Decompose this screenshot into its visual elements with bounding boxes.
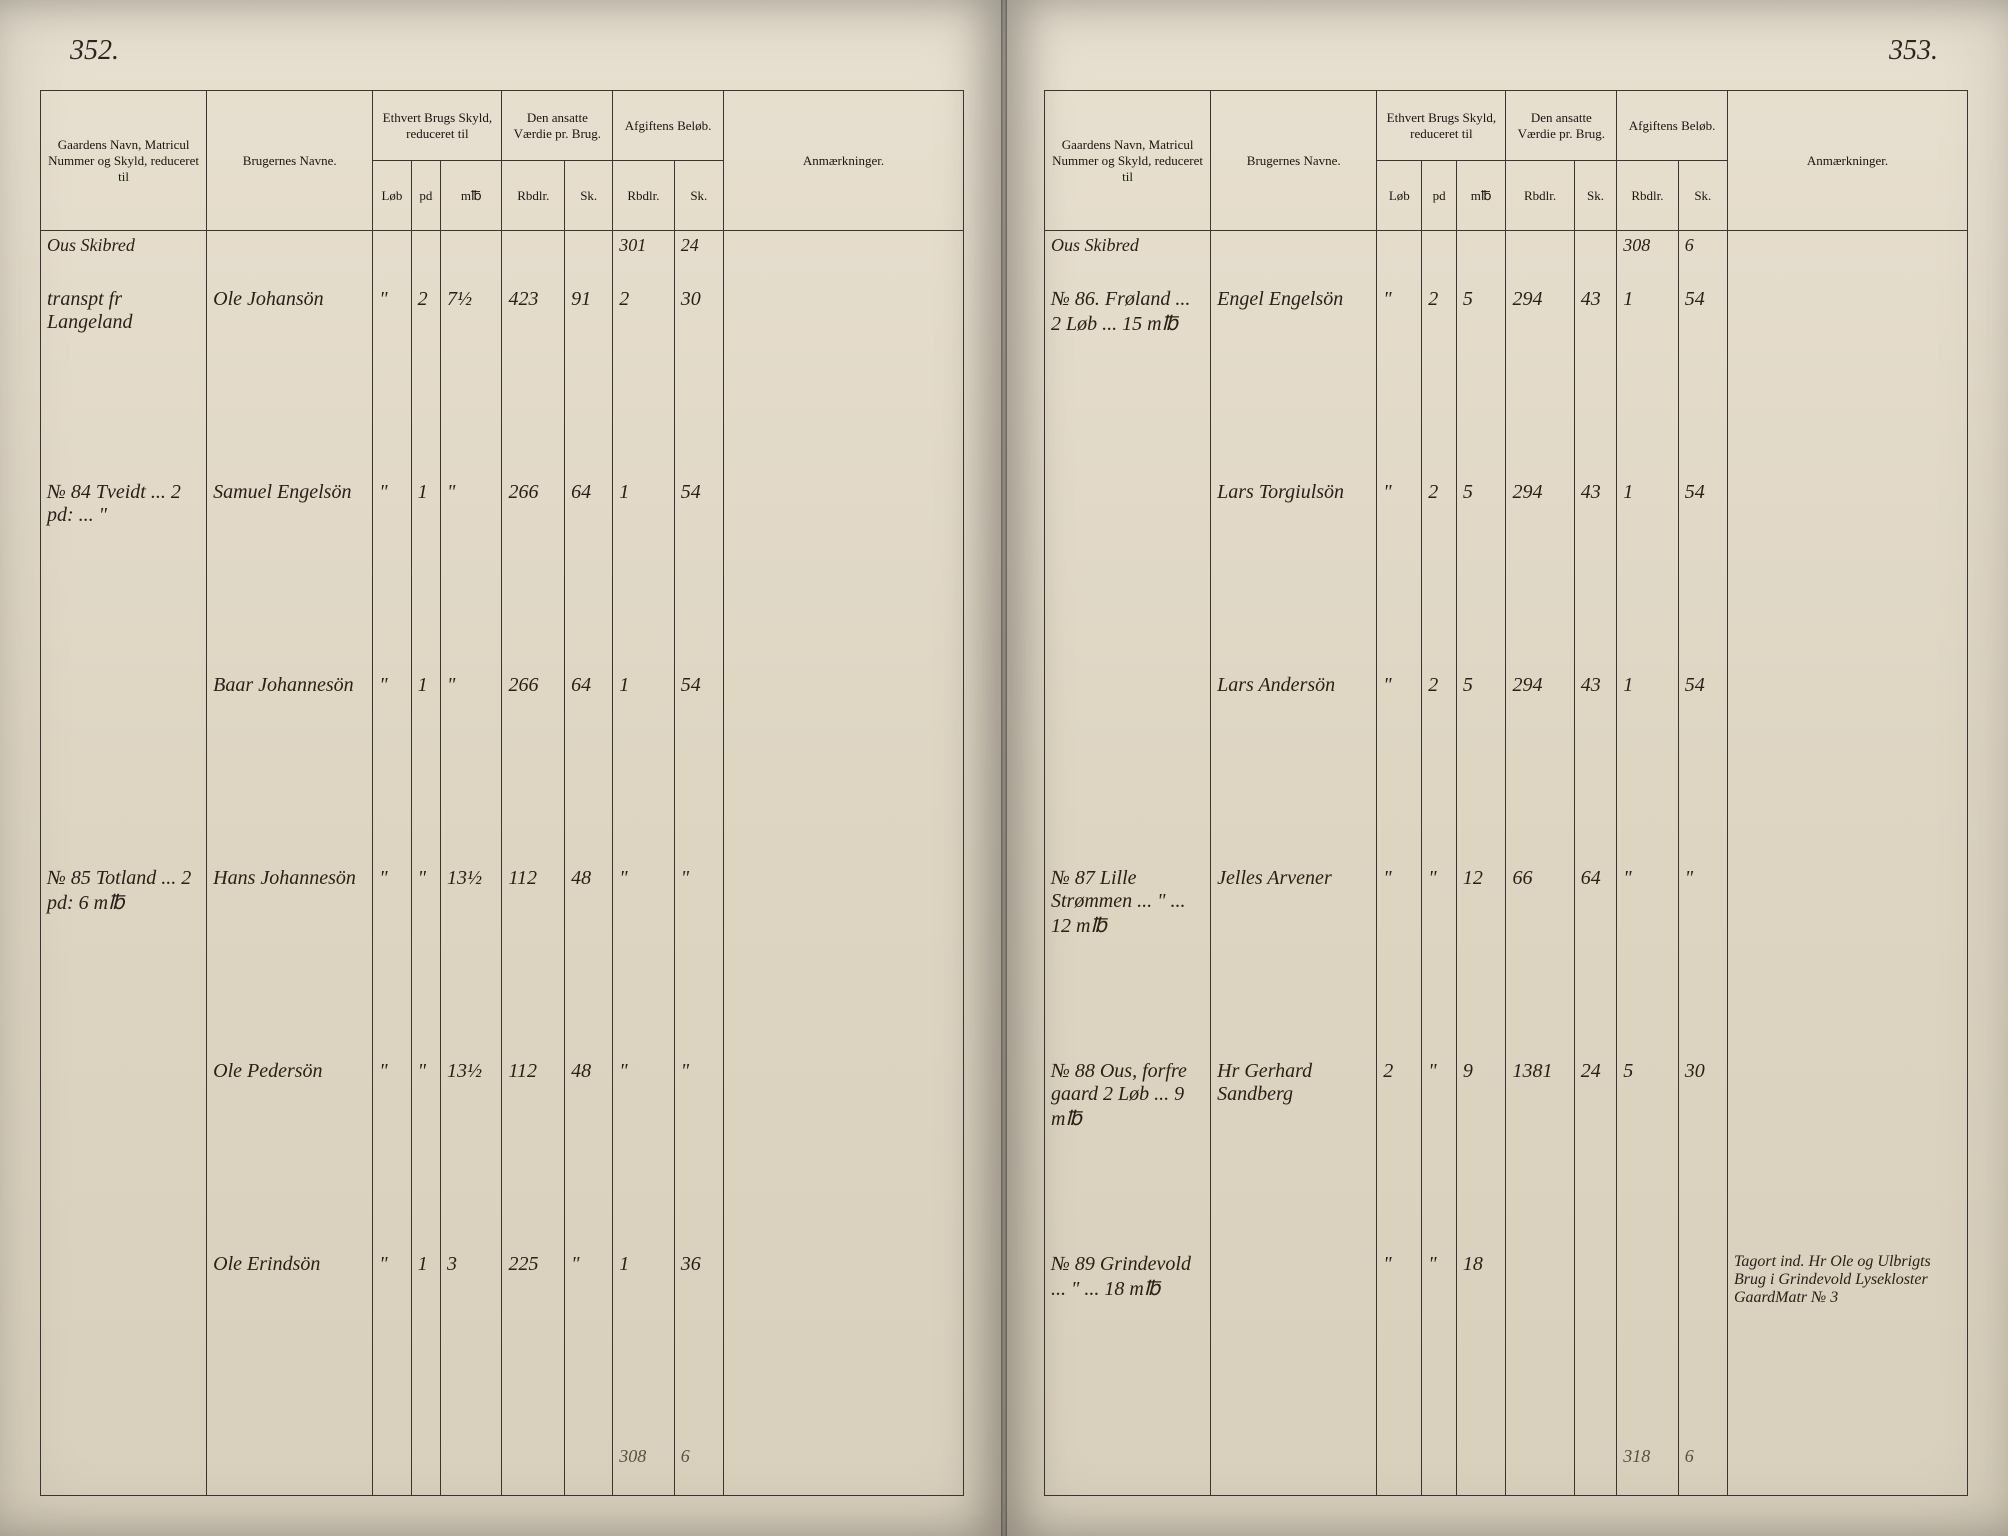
header-vaerdi: Den ansatte Værdie pr. Brug. <box>1506 91 1617 161</box>
table-row: № 86. Frøland ... 2 Løb ... 15 m℔ Engel … <box>1045 284 1968 477</box>
table-row: transpt fr Langeland Ole Johansön " 2 7½… <box>41 284 964 477</box>
carry-fwd-1: 301 <box>613 231 674 285</box>
subhead-rbdlr1: Rbdlr. <box>502 161 565 231</box>
page-number-right: 353. <box>1889 35 1938 67</box>
page-number-left: 352. <box>70 35 119 67</box>
table-row: Baar Johannesön " 1 " 266 64 1 54 <box>41 670 964 863</box>
cell-gaard: transpt fr Langeland <box>41 284 207 477</box>
total-2: 6 <box>674 1442 723 1496</box>
header-bruger: Brugernes Navne. <box>207 91 373 231</box>
subhead-mk: m℔ <box>441 161 502 231</box>
table-row: Lars Torgiulsön " 2 5 294 43 1 54 <box>1045 477 1968 670</box>
header-vaerdi: Den ansatte Værdie pr. Brug. <box>502 91 613 161</box>
table-row: № 85 Totland ... 2 pd: 6 m℔ Hans Johanne… <box>41 863 964 1056</box>
header-gaard: Gaardens Navn, Matricul Nummer og Skyld,… <box>1045 91 1211 231</box>
header-afgift: Afgiftens Beløb. <box>1617 91 1728 161</box>
header-skyld: Ethvert Brugs Skyld, reduceret til <box>373 91 502 161</box>
district-cell: Ous Skibred <box>41 231 207 285</box>
cell-bruger: Ole Johansön <box>207 284 373 477</box>
ledger-table-left: Gaardens Navn, Matricul Nummer og Skyld,… <box>40 90 964 1496</box>
book-spine <box>1001 0 1007 1536</box>
header-anm: Anmærkninger. <box>723 91 963 231</box>
subhead-sk1: Sk. <box>565 161 613 231</box>
header-skyld: Ethvert Brugs Skyld, reduceret til <box>1377 91 1506 161</box>
right-page: 353. Gaardens Navn, Matricul Nummer og S… <box>1004 0 2008 1536</box>
table-row: Lars Andersön " 2 5 294 43 1 54 <box>1045 670 1968 863</box>
table-row: Ole Pedersön " " 13½ 112 48 " " <box>41 1056 964 1249</box>
header-anm: Anmærkninger. <box>1727 91 1967 231</box>
table-row: № 88 Ous, forfre gaard 2 Løb ... 9 m℔ Hr… <box>1045 1056 1968 1249</box>
ledger-table-right: Gaardens Navn, Matricul Nummer og Skyld,… <box>1044 90 1968 1496</box>
cell-anm: Tagort ind. Hr Ole og Ulbrigts Brug i Gr… <box>1727 1249 1967 1442</box>
subhead-lob: Løb <box>373 161 411 231</box>
table-row: № 84 Tveidt ... 2 pd: ... " Samuel Engel… <box>41 477 964 670</box>
subhead-sk2: Sk. <box>674 161 723 231</box>
header-bruger: Brugernes Navne. <box>1211 91 1377 231</box>
table-row: № 87 Lille Strømmen ... " ... 12 m℔ Jell… <box>1045 863 1968 1056</box>
total-row: 308 6 <box>41 1442 964 1496</box>
subhead-pd: pd <box>411 161 440 231</box>
left-page: 352. Gaardens Navn, Matricul Nummer og S… <box>0 0 1004 1536</box>
header-gaard: Gaardens Navn, Matricul Nummer og Skyld,… <box>41 91 207 231</box>
total-1: 308 <box>613 1442 674 1496</box>
district-row: Ous Skibred 301 24 <box>41 231 964 285</box>
district-row: Ous Skibred 308 6 <box>1045 231 1968 285</box>
table-row: Ole Erindsön " 1 3 225 " 1 36 <box>41 1249 964 1442</box>
table-row: № 89 Grindevold ... " ... 18 m℔ " " 18 T… <box>1045 1249 1968 1442</box>
subhead-rbdlr2: Rbdlr. <box>613 161 674 231</box>
carry-fwd-2: 24 <box>674 231 723 285</box>
ledger-book: 352. Gaardens Navn, Matricul Nummer og S… <box>0 0 2008 1536</box>
total-row: 318 6 <box>1045 1442 1968 1496</box>
header-afgift: Afgiftens Beløb. <box>613 91 724 161</box>
district-cell: Ous Skibred <box>1045 231 1211 285</box>
